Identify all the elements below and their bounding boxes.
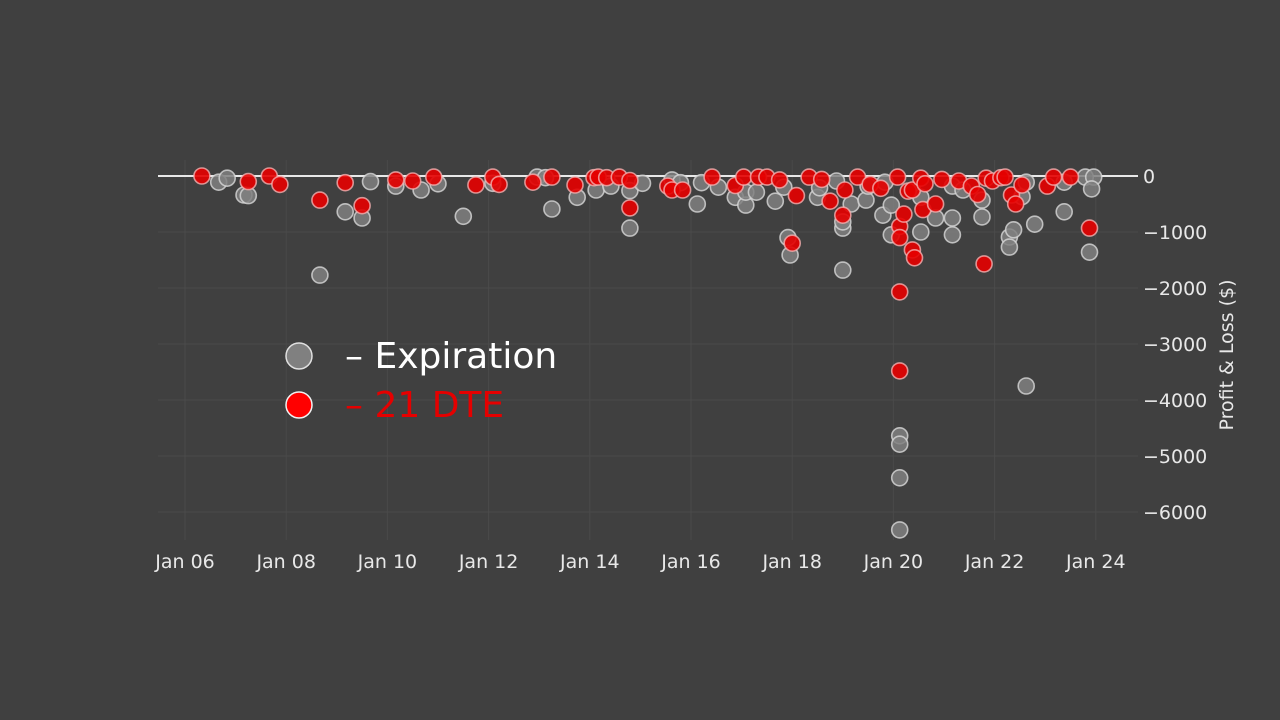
point-21-dte — [968, 185, 987, 204]
point-21-dte — [926, 195, 945, 213]
y-tick-label: −6000 — [1143, 502, 1207, 524]
point-expiration — [454, 207, 473, 226]
point-21-dte — [311, 191, 329, 209]
point-21-dte — [621, 199, 639, 217]
point-21-dte — [916, 175, 934, 193]
legend-marker-21-dte — [285, 391, 313, 419]
point-expiration — [218, 169, 236, 187]
point-expiration — [890, 521, 909, 539]
legend-marker-expiration — [285, 342, 313, 370]
point-21-dte — [271, 175, 289, 194]
point-expiration — [1055, 203, 1073, 221]
point-21-dte — [403, 172, 422, 190]
point-expiration — [833, 261, 852, 279]
point-21-dte — [975, 255, 993, 273]
point-21-dte — [673, 181, 692, 199]
legend-item-expiration: – Expiration — [285, 336, 557, 377]
point-21-dte — [783, 234, 802, 252]
point-expiration — [311, 266, 329, 284]
point-21-dte — [524, 173, 542, 191]
y-tick-label: −2000 — [1143, 278, 1207, 300]
x-tick-label: Jan 22 — [964, 551, 1025, 573]
x-tick-label: Jan 24 — [1065, 551, 1126, 573]
point-21-dte — [193, 167, 211, 185]
legend: – Expiration – 21 DTE — [285, 336, 557, 426]
x-tick-label: Jan 10 — [357, 551, 418, 573]
point-expiration — [1004, 221, 1023, 239]
point-expiration — [882, 196, 901, 214]
point-21-dte — [888, 168, 907, 186]
point-expiration — [1017, 377, 1035, 395]
point-expiration — [1000, 238, 1019, 256]
point-expiration — [747, 183, 766, 201]
point-21-dte — [890, 283, 909, 301]
point-expiration — [336, 203, 355, 221]
point-21-dte — [386, 171, 405, 189]
point-expiration — [890, 435, 909, 454]
y-tick-label: 0 — [1143, 166, 1155, 188]
x-tick-label: Jan 14 — [559, 551, 620, 573]
point-21-dte — [621, 171, 639, 190]
y-tick-label: −3000 — [1143, 334, 1207, 356]
point-21-dte — [890, 362, 909, 380]
data-points — [193, 167, 1103, 539]
point-21-dte — [424, 168, 443, 186]
point-21-dte — [239, 172, 258, 191]
point-21-dte — [996, 168, 1014, 186]
point-expiration — [1025, 215, 1044, 233]
point-21-dte — [933, 170, 951, 189]
point-21-dte — [787, 186, 806, 205]
point-expiration — [688, 195, 707, 213]
point-21-dte — [1006, 195, 1025, 213]
point-21-dte — [336, 173, 355, 192]
point-21-dte — [734, 168, 753, 186]
point-21-dte — [1044, 168, 1063, 186]
point-expiration — [973, 208, 991, 226]
y-axis-label: Profit & Loss ($) — [1216, 279, 1238, 430]
x-tick-label: Jan 16 — [660, 551, 721, 573]
point-21-dte — [833, 206, 852, 224]
legend-label-21-dte: – 21 DTE — [345, 385, 504, 426]
point-expiration — [621, 219, 639, 237]
y-tick-label: −5000 — [1143, 446, 1207, 468]
legend-label-expiration: – Expiration — [345, 336, 557, 377]
point-expiration — [543, 200, 561, 218]
x-tick-label: Jan 20 — [863, 551, 924, 573]
point-expiration — [1080, 243, 1099, 261]
point-21-dte — [1061, 168, 1080, 186]
x-tick-label: Jan 12 — [458, 551, 519, 573]
point-21-dte — [895, 205, 913, 223]
point-21-dte — [703, 168, 721, 186]
x-tick-label: Jan 08 — [255, 551, 316, 573]
point-21-dte — [905, 248, 924, 267]
point-21-dte — [543, 168, 561, 186]
point-21-dte — [1013, 176, 1031, 194]
point-expiration — [943, 226, 962, 244]
point-expiration — [361, 172, 380, 191]
point-expiration — [1082, 180, 1101, 198]
point-expiration — [911, 223, 930, 241]
y-tick-label: −1000 — [1143, 222, 1207, 244]
x-tick-label: Jan 18 — [761, 551, 822, 573]
point-21-dte — [566, 176, 584, 194]
y-tick-label: −4000 — [1143, 390, 1207, 412]
y-tick-labels: 0 −1000 −2000 −3000 −4000 −5000 −6000 — [1143, 166, 1207, 524]
legend-item-21-dte: – 21 DTE — [285, 385, 504, 426]
point-21-dte — [770, 171, 789, 189]
point-expiration — [943, 209, 962, 227]
point-21-dte — [836, 181, 854, 199]
point-21-dte — [467, 176, 485, 194]
point-expiration — [890, 468, 909, 487]
point-21-dte — [490, 175, 508, 194]
point-21-dte — [821, 192, 839, 210]
point-21-dte — [353, 196, 371, 215]
point-21-dte — [812, 170, 831, 189]
point-21-dte — [890, 228, 909, 247]
point-21-dte — [871, 179, 890, 198]
point-21-dte — [1080, 219, 1099, 237]
point-expiration — [766, 192, 785, 210]
x-tick-label: Jan 06 — [154, 551, 215, 573]
x-tick-labels: Jan 06 Jan 08 Jan 10 Jan 12 Jan 14 Jan 16 Jan … — [154, 551, 1125, 573]
